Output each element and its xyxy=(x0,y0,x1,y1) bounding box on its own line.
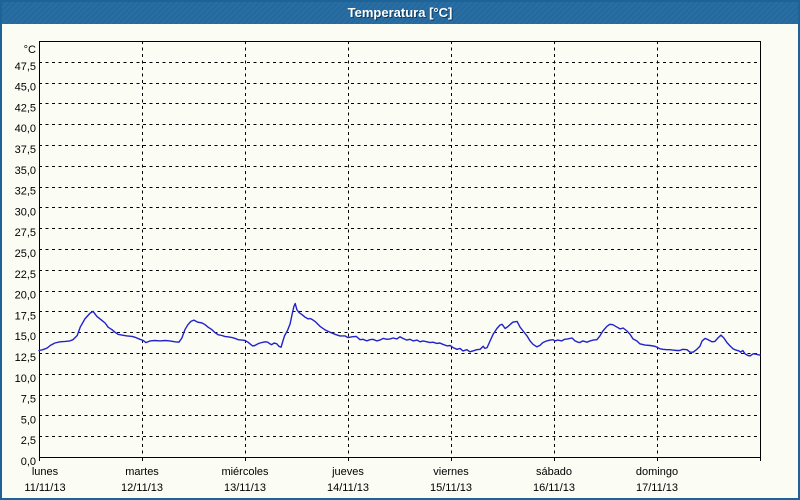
y-tick-label: 37,5 xyxy=(15,144,36,156)
day-date-label: 17/11/13 xyxy=(636,482,678,494)
day-name-label: viernes xyxy=(433,466,469,478)
day-gridlines xyxy=(142,41,658,457)
y-tick-label: 12,5 xyxy=(15,352,36,364)
x-axis-ticks xyxy=(39,457,761,461)
x-axis-labels: lunes 11/11/13 martes 12/11/13 miércoles 13/1… xyxy=(24,466,678,494)
temperature-line xyxy=(38,302,761,357)
day-date-label: 12/11/13 xyxy=(121,482,163,494)
y-tick-label: 40,0 xyxy=(15,123,36,135)
day-date-label: 11/11/13 xyxy=(24,482,65,494)
y-tick-label: 27,5 xyxy=(15,227,36,239)
day-name-label: jueves xyxy=(331,466,364,478)
y-tick-label: 0,0 xyxy=(21,456,36,468)
day-name-label: sábado xyxy=(536,466,572,478)
day-name-label: lunes xyxy=(32,466,59,478)
y-tick-label: 15,0 xyxy=(15,331,36,343)
day-name-label: domingo xyxy=(636,466,678,478)
y-tick-label: 35,0 xyxy=(15,165,36,177)
y-tick-label: 45,0 xyxy=(15,82,36,94)
y-tick-label: 42,5 xyxy=(15,102,36,114)
y-tick-label: 25,0 xyxy=(15,248,36,260)
title-bar: Temperatura [°C] xyxy=(0,0,800,24)
day-date-label: 13/11/13 xyxy=(224,482,266,494)
y-tick-label: 17,5 xyxy=(15,310,36,322)
y-tick-label: 20,0 xyxy=(15,290,36,302)
plot-border xyxy=(39,41,761,458)
y-tick-label: 47,5 xyxy=(15,61,36,73)
day-date-label: 15/11/13 xyxy=(430,482,472,494)
y-tick-label: 10,0 xyxy=(15,373,36,385)
day-date-label: 16/11/13 xyxy=(533,482,575,494)
y-tick-label: 22,5 xyxy=(15,269,36,281)
window-title: Temperatura [°C] xyxy=(347,4,453,20)
y-tick-label: 30,0 xyxy=(15,206,36,218)
day-date-label: 14/11/13 xyxy=(327,482,369,494)
y-tick-label: 7,5 xyxy=(21,394,36,406)
day-name-label: miércoles xyxy=(221,466,269,478)
y-tick-label: 32,5 xyxy=(15,186,36,198)
y-tick-label: 5,0 xyxy=(21,414,36,426)
y-axis-unit: °C xyxy=(24,44,36,56)
y-tick-label: 2,5 xyxy=(21,435,36,447)
horizontal-gridlines xyxy=(39,62,760,437)
day-name-label: martes xyxy=(125,466,159,478)
y-axis-labels: °C 47,5 45,0 42,5 40,0 37,5 35,0 32,5 30,0 27,5 25… xyxy=(15,44,36,468)
